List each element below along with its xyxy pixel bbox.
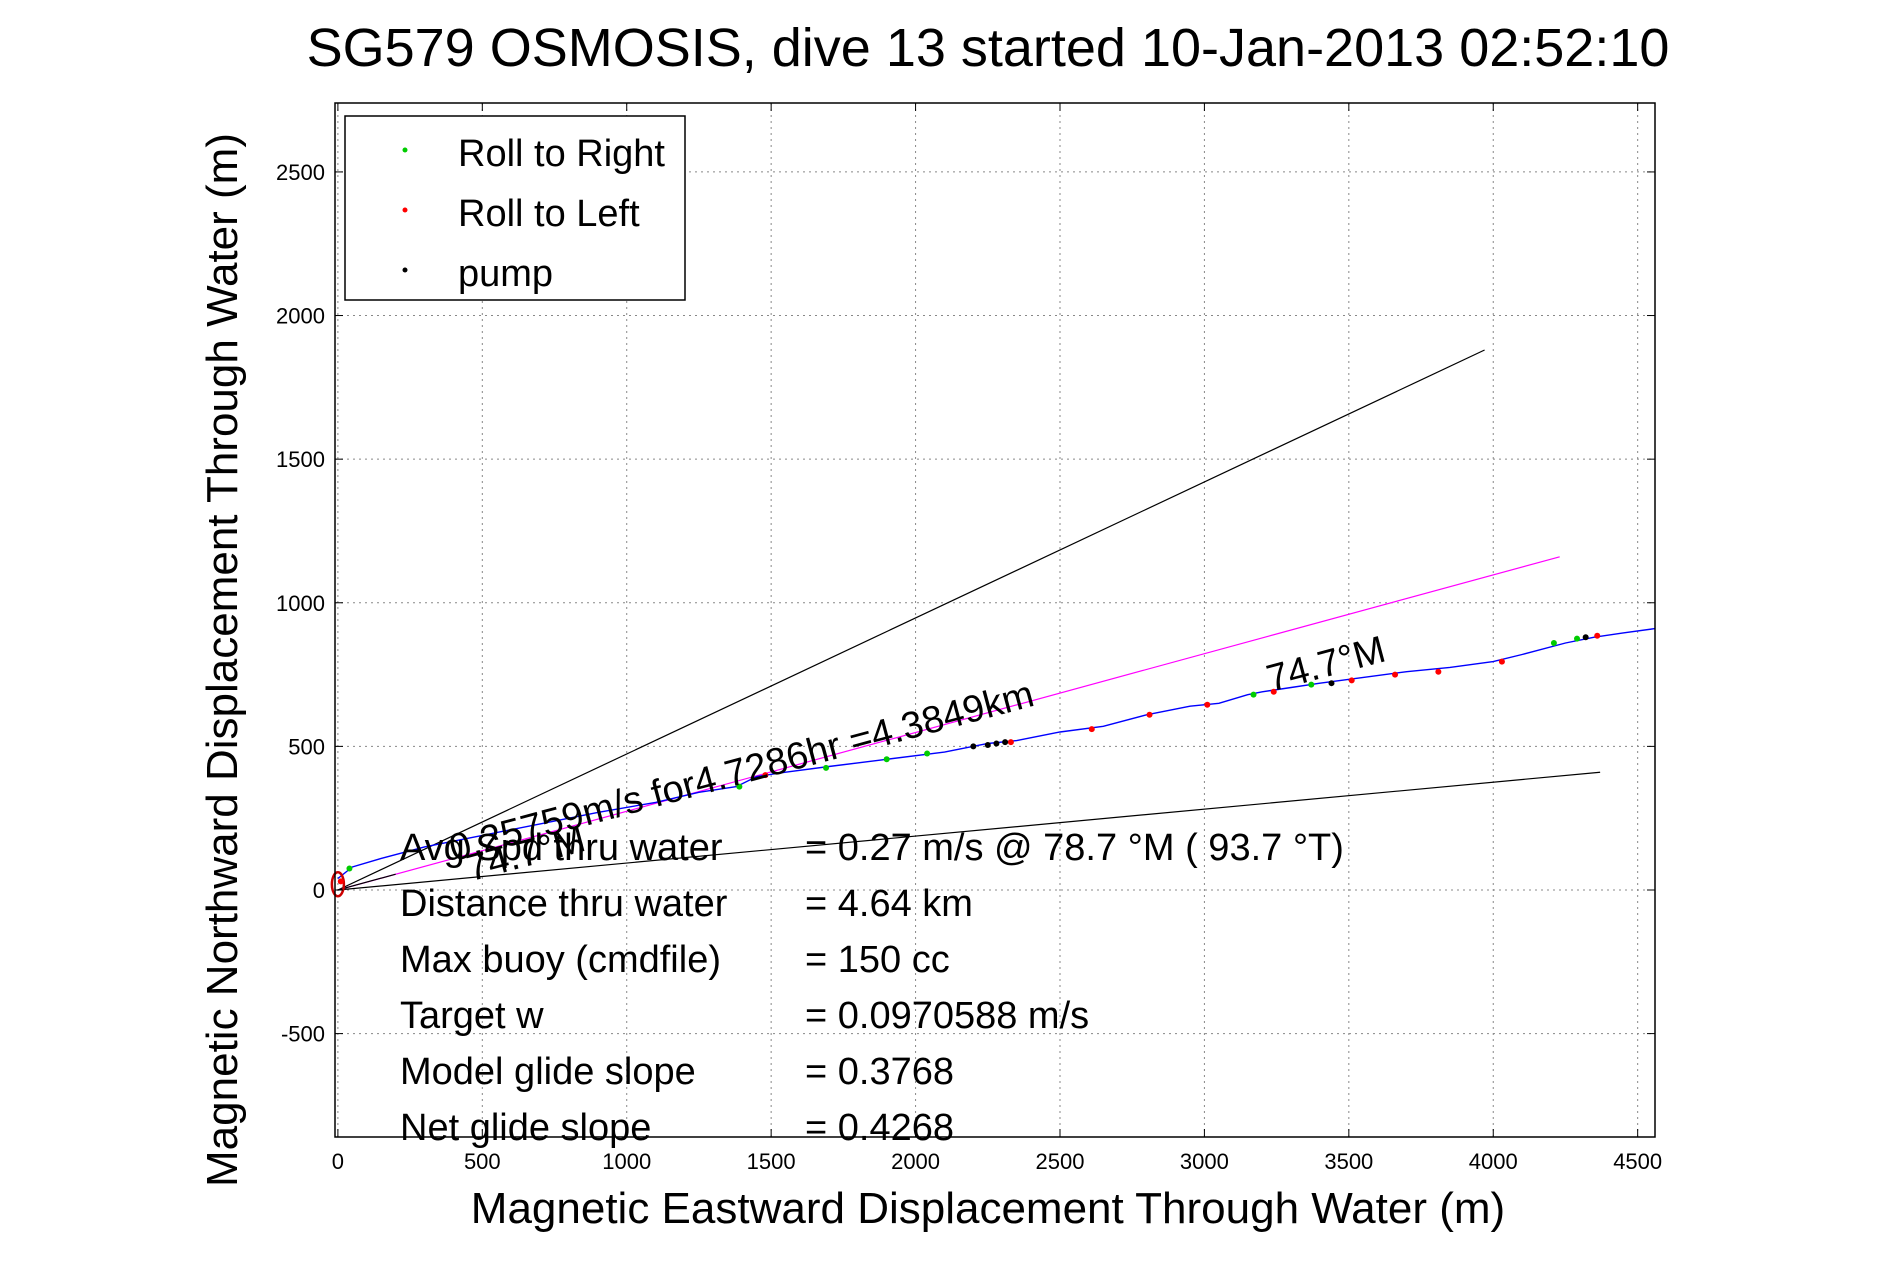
x-tick-label: 3500 [1324,1149,1373,1174]
x-axis-title: Magnetic Eastward Displacement Through W… [471,1184,1505,1233]
y-tick-label: 500 [288,734,325,759]
reference-line [337,771,1601,891]
x-tick-label: 4000 [1469,1149,1518,1174]
roll-right-point [346,865,353,872]
ticks-layer: 0 500 1000 1500 2000 2500 3000 3500 4000 4500 -500… [276,103,1662,1174]
track-line [337,627,1656,880]
x-tick-label: 2500 [1036,1149,1085,1174]
y-tick-label: 0 [313,878,325,903]
roll-right-point [1308,681,1315,688]
stat-label: Model glide slope [400,1051,696,1093]
stat-label: Avg Spd thru water [400,827,723,869]
roll-right-point [1550,639,1557,646]
y-tick-label: 2500 [276,160,325,185]
grid-layer [335,103,1655,1137]
stat-value: = 4.64 km [805,883,973,925]
start-loop-marker [330,870,346,898]
roll-right-point [924,750,931,757]
reference-line [337,873,396,891]
stats-layer: Avg Spd thru water = 0.27 m/s @ 78.7 °M (… [400,827,1344,1149]
stat-label: Distance thru water [400,883,728,925]
roll-left-point [762,772,769,779]
stat-label: Max buoy (cmdfile) [400,939,721,981]
roll-right-point [823,764,830,771]
legend-marker [402,207,408,213]
y-tick-label: 1500 [276,447,325,472]
x-tick-label: 500 [464,1149,501,1174]
x-tick-label: 1000 [602,1149,651,1174]
annotation-text: 74.7°M [1262,629,1390,701]
stat-value: = 0.3768 [805,1051,954,1093]
legend-label: Roll to Right [458,133,665,175]
roll-left-point [1270,688,1277,695]
track-layer [330,627,1656,898]
points-layer [337,632,1601,885]
x-tick-label: 3000 [1180,1149,1229,1174]
pump-point [1328,680,1335,687]
pump-point [1582,634,1589,641]
pump-point [1002,739,1009,746]
stat-label: Target w [400,995,544,1037]
roll-left-point [1348,677,1355,684]
reference-line [337,349,1485,891]
reference-lines [337,349,1601,891]
roll-left-point [1088,726,1095,733]
y-tick-label: -500 [281,1022,325,1047]
stat-value: = 0.4268 [805,1107,954,1149]
stat-value: = 0.27 m/s @ 78.7 °M ( 93.7 °T) [805,827,1344,869]
y-tick-label: 2000 [276,304,325,329]
x-tick-label: 4500 [1613,1149,1662,1174]
legend-marker [402,147,408,153]
x-tick-label: 2000 [891,1149,940,1174]
stat-label: Net glide slope [400,1107,651,1149]
legend: Roll to Right Roll to Left pump [344,115,686,301]
y-axis-title: Magnetic Northward Displacement Through … [198,133,247,1187]
roll-left-point [1594,632,1601,639]
pump-point [970,743,977,750]
y-tick-label: 1000 [276,591,325,616]
roll-left-point [1204,701,1211,708]
stat-value: = 0.0970588 m/s [805,995,1089,1037]
roll-right-point [1250,691,1257,698]
legend-marker [402,267,408,273]
chart-title: SG579 OSMOSIS, dive 13 started 10-Jan-20… [307,18,1670,78]
roll-left-point [1146,711,1153,718]
x-tick-label: 0 [332,1149,344,1174]
roll-left-point [337,878,344,885]
roll-right-point [883,756,890,763]
legend-label: pump [458,253,553,295]
roll-left-point [1498,658,1505,665]
plot-frame [334,102,1656,1138]
pump-point [984,741,991,748]
legend-box [344,115,686,301]
stat-value: = 150 cc [805,939,950,981]
roll-right-point [736,783,743,790]
reference-line [337,556,1560,891]
roll-left-point [1007,739,1014,746]
roll-left-point [1435,668,1442,675]
roll-left-point [1392,671,1399,678]
roll-right-point [1574,635,1581,642]
pump-point [993,740,1000,747]
x-tick-label: 1500 [747,1149,796,1174]
legend-label: Roll to Left [458,193,640,235]
